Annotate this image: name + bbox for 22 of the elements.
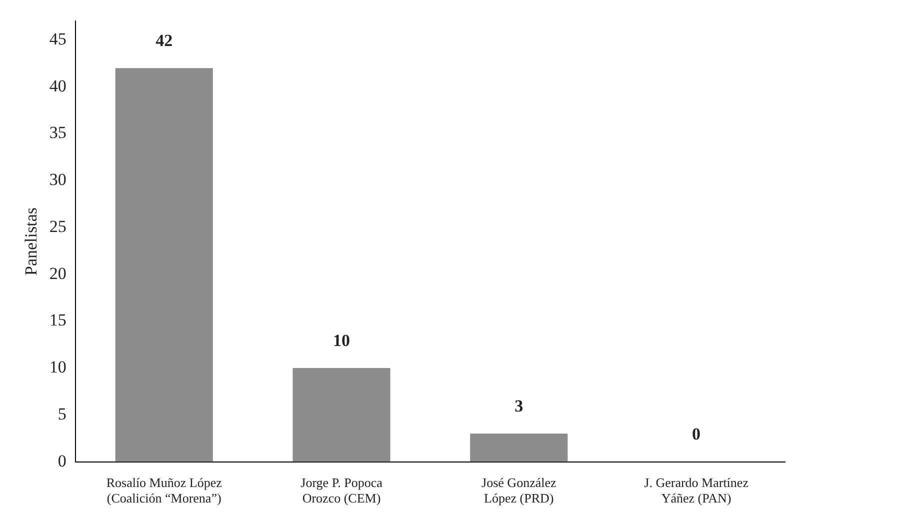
data-label: 10 [333, 330, 350, 350]
y-tick-label: 0 [58, 451, 66, 470]
x-tick-label: Rosalío Muñoz López (Coalición “Morena”) [106, 475, 222, 506]
data-label: 0 [692, 424, 701, 444]
data-label: 42 [156, 30, 173, 50]
x-tick-label: José González López (PRD) [482, 475, 556, 506]
x-tick-label: Jorge P. Popoca Orozco (CEM) [300, 475, 383, 506]
y-tick-label: 25 [49, 216, 66, 236]
y-axis-title: Panelistas [22, 208, 41, 276]
y-tick-label: 35 [49, 123, 66, 142]
y-tick-label: 45 [49, 29, 66, 48]
x-tick-label: J. Gerardo Martínez Yáñez (PAN) [644, 475, 749, 506]
data-label: 3 [514, 396, 524, 416]
bar [115, 68, 213, 462]
y-tick-label: 10 [49, 358, 66, 377]
y-tick-label: 15 [49, 310, 66, 330]
y-tick-label: 40 [49, 76, 66, 96]
y-tick-label: 5 [58, 404, 66, 424]
y-tick-label: 30 [49, 170, 66, 190]
bar [470, 434, 568, 462]
y-tick-label: 20 [49, 264, 66, 283]
bar [292, 368, 390, 462]
